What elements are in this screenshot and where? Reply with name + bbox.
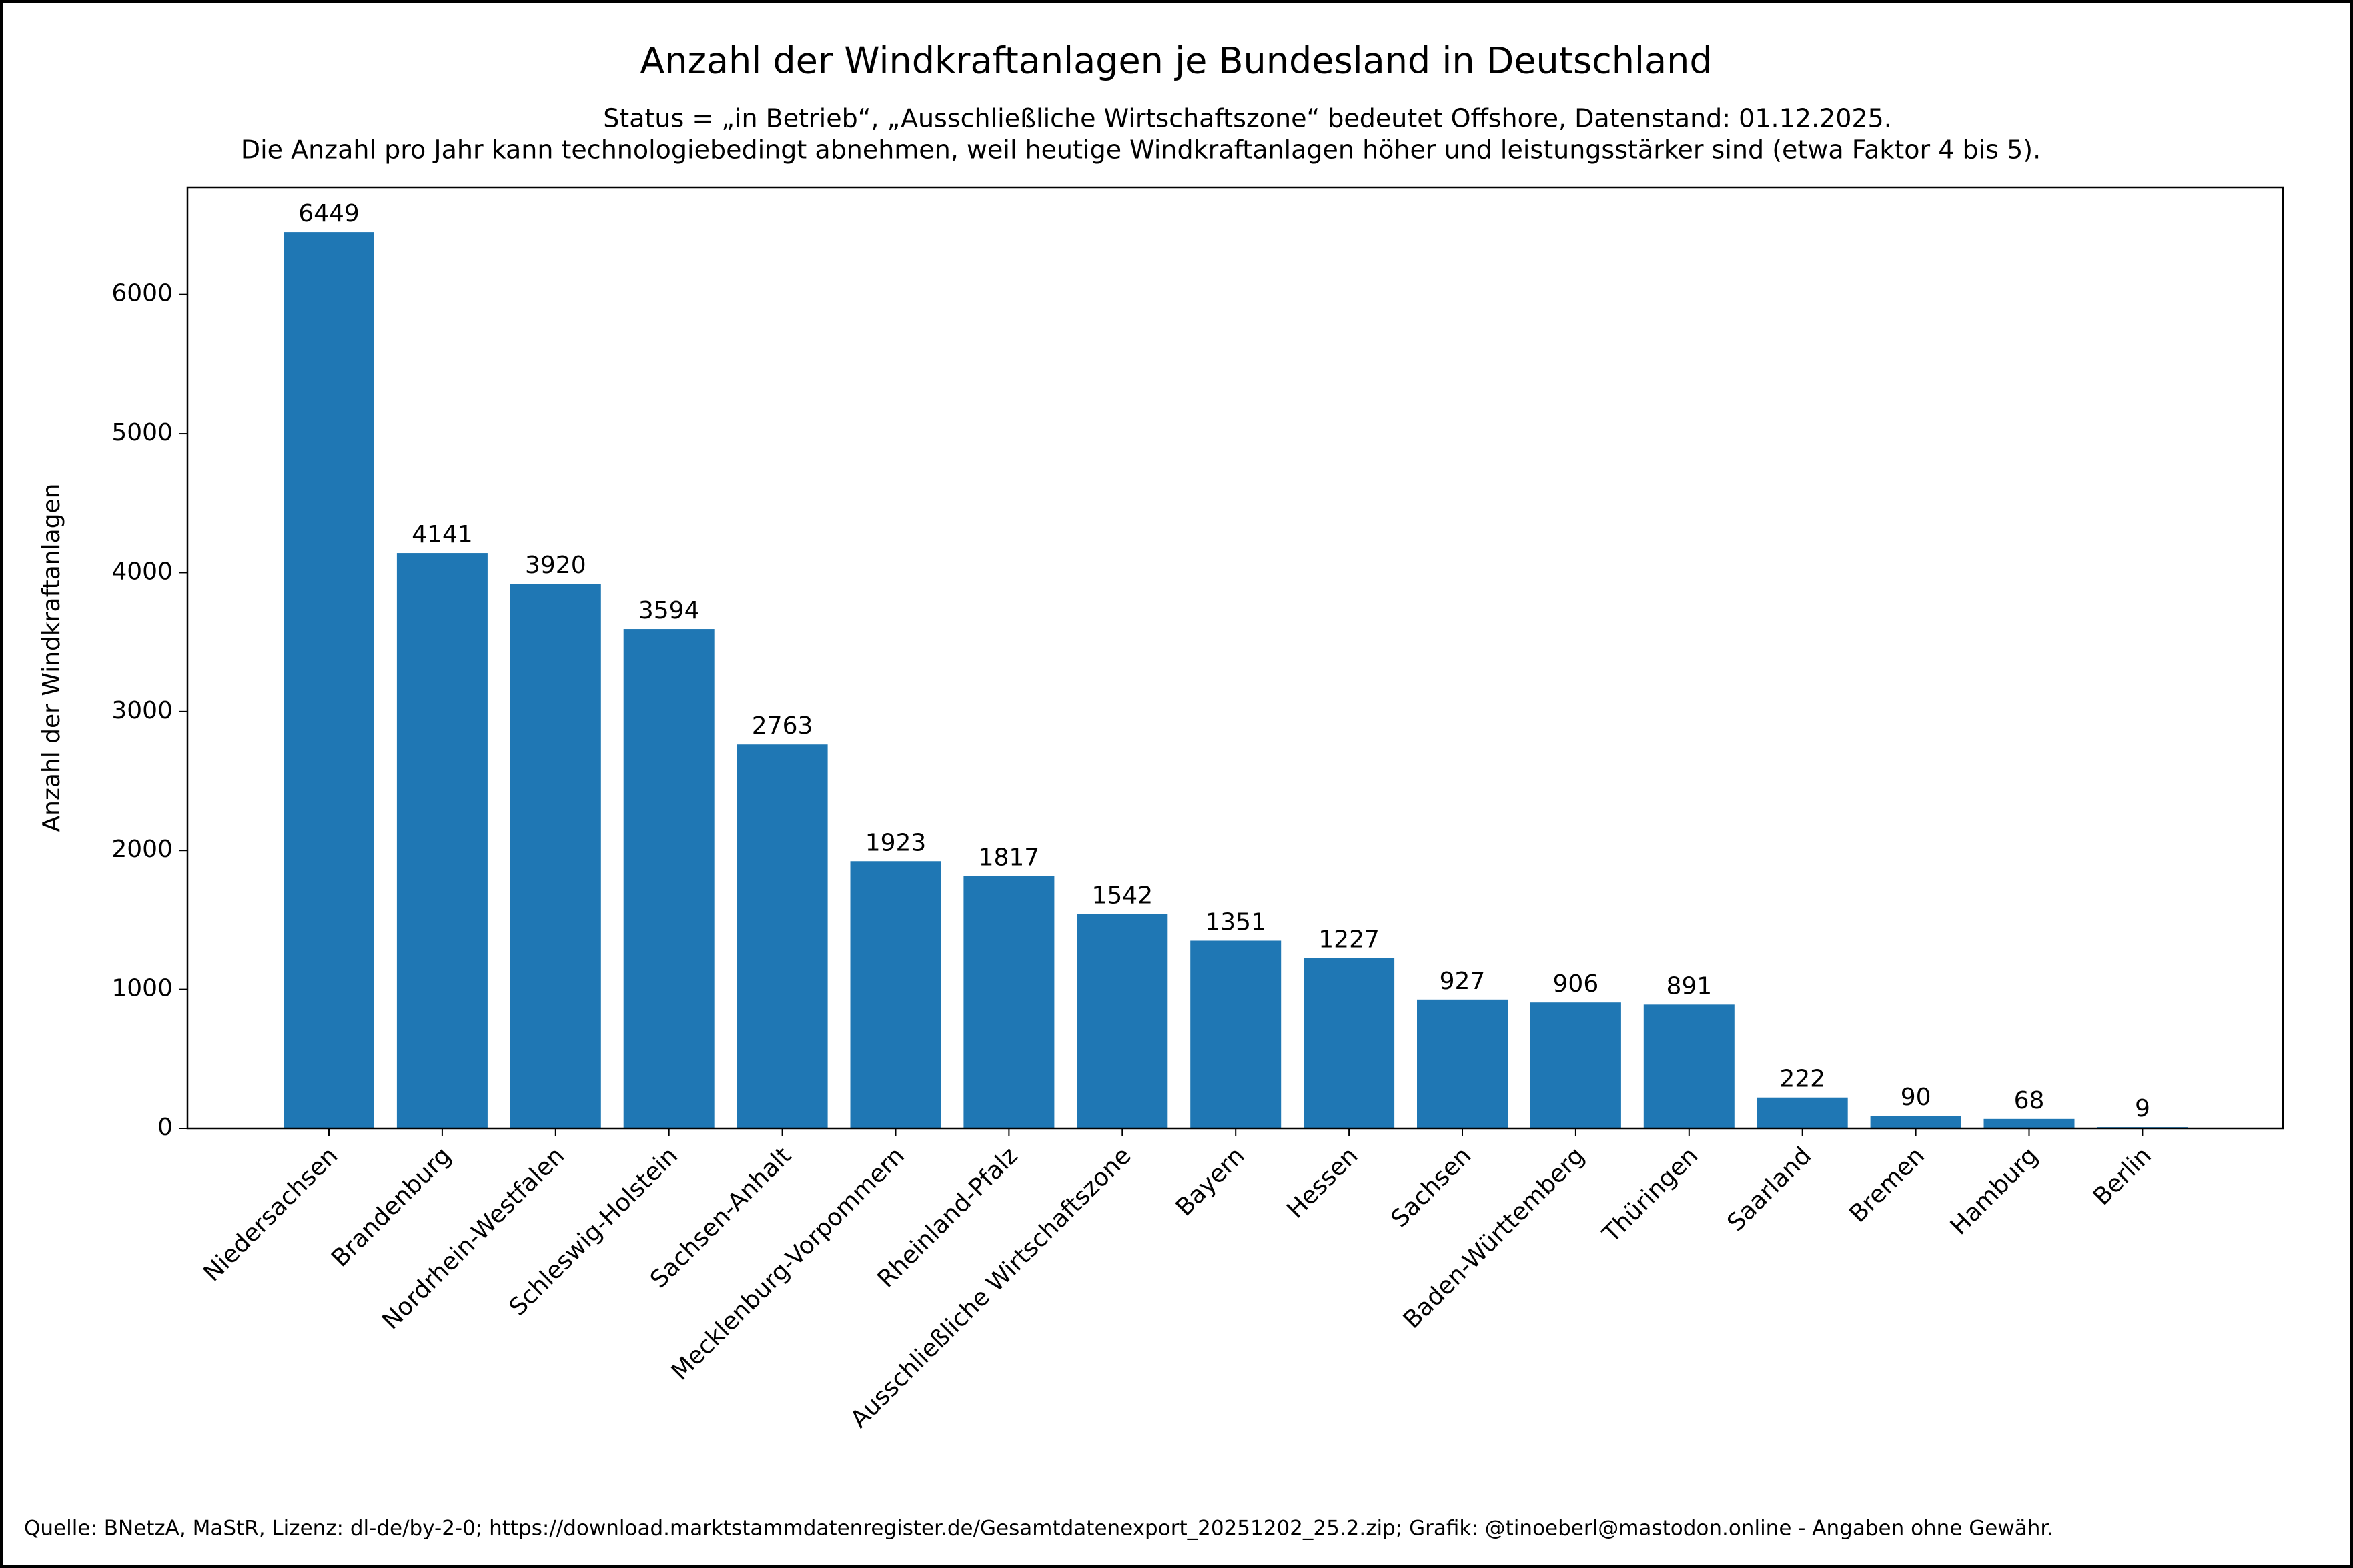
y-tick-label: 5000 (111, 419, 173, 446)
bar (1983, 1118, 2075, 1128)
value-label: 891 (1666, 972, 1712, 1000)
value-label: 3920 (525, 552, 586, 579)
value-label: 927 (1440, 968, 1486, 995)
value-label: 1227 (1318, 926, 1380, 953)
y-tick-label: 3000 (111, 697, 173, 724)
y-axis-label: Anzahl der Windkraftanlagen (38, 483, 65, 832)
bar (963, 876, 1055, 1128)
bar (284, 232, 374, 1128)
value-label: 6449 (298, 200, 360, 227)
value-label: 4141 (412, 521, 473, 548)
value-label: 1923 (865, 829, 927, 856)
y-tick-label: 1000 (111, 975, 173, 1002)
value-label: 1542 (1091, 882, 1153, 910)
value-label: 1817 (979, 844, 1040, 871)
value-label: 1351 (1205, 908, 1266, 936)
chart-title: Anzahl der Windkraftanlagen je Bundeslan… (640, 40, 1712, 82)
value-label: 9 (2135, 1095, 2150, 1122)
bar (396, 553, 488, 1128)
value-label: 68 (2014, 1087, 2045, 1114)
bar (850, 861, 941, 1128)
bar (1417, 999, 1508, 1128)
plot-frame (186, 186, 2284, 1130)
source-note: Quelle: BNetzA, MaStR, Lizenz: dl-de/by-… (24, 1517, 2053, 1541)
value-label: 906 (1553, 970, 1599, 998)
bar (1077, 914, 1168, 1128)
bar (1643, 1004, 1735, 1128)
bar (737, 744, 828, 1128)
value-label: 3594 (638, 597, 700, 624)
chart-subtitle: Status = „in Betrieb“, „Ausschließliche … (603, 104, 1892, 133)
y-tick-label: 0 (157, 1114, 173, 1141)
y-tick-label: 4000 (111, 558, 173, 585)
bar (1870, 1116, 1961, 1128)
chart-subtitle: Die Anzahl pro Jahr kann technologiebedi… (241, 135, 2041, 165)
y-tick-label: 6000 (111, 280, 173, 307)
bar (1190, 940, 1282, 1128)
bar (1757, 1097, 1848, 1128)
bar (1304, 958, 1395, 1128)
bar (623, 629, 715, 1128)
bar (510, 584, 601, 1128)
y-tick-label: 2000 (111, 836, 173, 863)
value-label: 222 (1779, 1066, 1825, 1093)
value-label: 2763 (752, 712, 813, 740)
bar (1530, 1002, 1621, 1128)
value-label: 90 (1901, 1084, 1931, 1111)
